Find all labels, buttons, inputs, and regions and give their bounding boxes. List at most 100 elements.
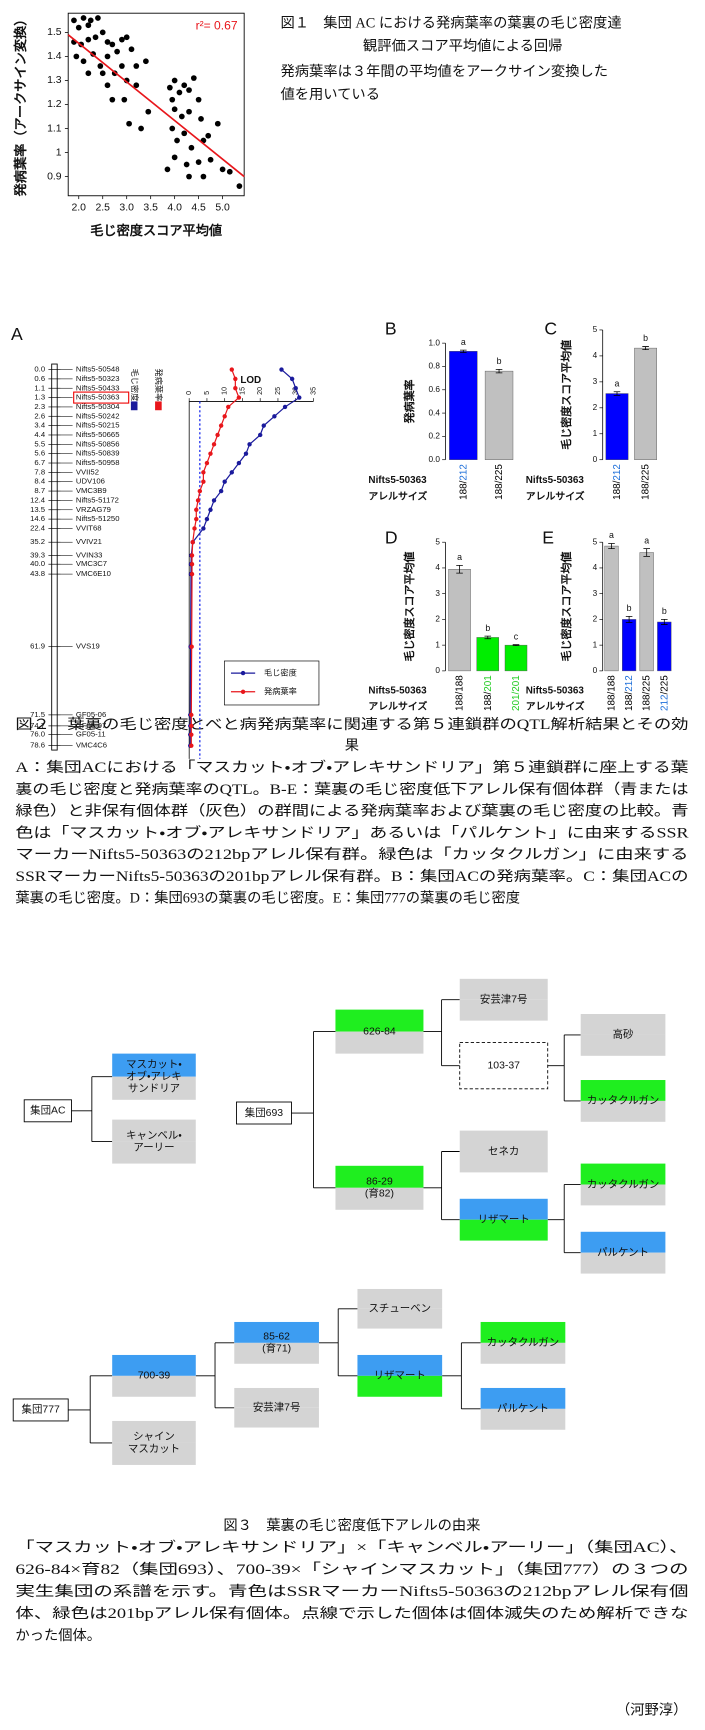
bar	[622, 619, 637, 672]
lod-point	[201, 470, 206, 475]
lod-point	[208, 507, 213, 512]
y-axis-label: 発病葉率	[402, 379, 416, 424]
legend-label: 毛じ密度	[130, 368, 140, 401]
lod-point	[194, 516, 199, 522]
pedigree-node-bottom	[580, 1184, 666, 1206]
pedigree-label: 安芸津7号	[253, 1401, 301, 1414]
lod-point	[222, 479, 227, 484]
marker-position: 76.0	[30, 730, 45, 739]
marker-name: VVIT68	[76, 523, 102, 532]
caption-line: 葉裏の毛じ密度。D：集団693の葉裏の毛じ密度。E：集団777の葉裏の毛じ密度	[15, 890, 520, 907]
author: （河野淳）	[616, 1702, 687, 1719]
point	[200, 173, 207, 180]
lod-point	[222, 414, 227, 419]
significance-letter: b	[485, 623, 490, 633]
point	[85, 22, 92, 29]
point	[171, 106, 178, 113]
point	[119, 63, 125, 69]
y-tick-label: 5	[593, 537, 598, 546]
pedigree-label: セネカ	[488, 1145, 519, 1157]
fit-label: r²= 0.67	[196, 19, 238, 33]
y-tick-label: 1	[593, 640, 598, 649]
marker-position: 8.7	[34, 486, 45, 495]
lod-point	[192, 526, 197, 531]
y-tick-label: 1.3	[47, 75, 62, 86]
x-tick-label-part: 188/	[612, 480, 623, 499]
point	[181, 82, 188, 89]
panel-label: E	[542, 528, 554, 548]
pedigree-label: マスカット・	[126, 1058, 182, 1070]
y-tick-label: 0.6	[428, 385, 440, 394]
x-tick-label: 4.0	[167, 203, 182, 214]
pedigree-node-bottom	[459, 1151, 548, 1173]
pedigree-label: シャイン	[133, 1432, 175, 1443]
x-tick-label: 2.5	[95, 203, 110, 214]
marker-position: 8.4	[34, 477, 45, 486]
x-tick-label-part: 201	[482, 675, 493, 692]
pedigree-label: アーリー	[133, 1142, 174, 1153]
point	[85, 36, 92, 43]
lod-title: LOD	[240, 375, 261, 386]
x-tick-label: 188/212	[624, 675, 635, 711]
point	[92, 34, 99, 41]
caption-title: 観評価スコア平均値による回帰	[363, 37, 563, 55]
legend-point	[240, 670, 246, 676]
pedigree-node-top	[234, 1387, 319, 1408]
bar	[504, 644, 528, 672]
pedigree-node-top	[112, 1119, 196, 1142]
point	[138, 125, 144, 132]
point	[205, 132, 212, 139]
marker-position: 35.2	[30, 537, 45, 546]
lod-point	[201, 479, 206, 484]
significance-letter: a	[644, 535, 649, 545]
point	[75, 24, 82, 31]
marker-position: 12.4	[30, 495, 46, 504]
pedigree-node-bottom	[480, 1342, 566, 1364]
x-tick-label-part: 188/	[458, 480, 469, 499]
lod-point	[247, 442, 252, 447]
pedigree-label: 103-37	[487, 1060, 520, 1071]
lod-point	[293, 386, 298, 391]
pedigree-node-top	[112, 1053, 196, 1077]
point	[126, 120, 132, 127]
point	[145, 108, 152, 115]
y-tick-label: 2	[435, 615, 440, 624]
pedigree-node-bottom	[112, 1442, 196, 1465]
bar	[448, 569, 471, 672]
x-tick-label: 15	[238, 387, 246, 395]
y-tick-label: 1.1	[47, 123, 62, 134]
marker-position: 22.4	[30, 523, 46, 532]
marker-name: Nifts5-51172	[76, 495, 119, 504]
marker-name: VMC4C6	[76, 741, 107, 750]
caption-line: 裏の毛じ密度と発病葉率のQTL。B-E：葉裏の毛じ密度低下アレル保有個体群（青ま…	[15, 781, 688, 798]
point	[198, 116, 204, 122]
pedigree-node-top	[335, 1165, 424, 1188]
pedigree-label: 集団777	[22, 1403, 60, 1416]
point	[104, 82, 111, 89]
panel-label: C	[544, 319, 557, 339]
marker-name: Nifts5-50856	[76, 439, 120, 448]
pedigree-node-bottom	[112, 1141, 196, 1164]
significance-letter: b	[643, 333, 648, 343]
y-axis-label: 発病葉率（アークサイン変換）	[12, 13, 28, 198]
pedigree-node-bottom	[580, 1034, 666, 1056]
lod-point	[279, 367, 284, 372]
point	[195, 96, 202, 103]
lod-point	[204, 460, 210, 466]
marker-name: VMC3B9	[76, 486, 107, 495]
point	[87, 17, 94, 24]
error-bar	[660, 619, 668, 625]
y-tick-label: 0.9	[47, 171, 62, 182]
y-tick-label: 0.2	[428, 432, 440, 441]
marker-name: VVII52	[76, 467, 99, 476]
plot-frame	[67, 12, 245, 197]
lod-point	[233, 376, 238, 382]
marker-name: Nifts5-50958	[76, 458, 120, 467]
point	[219, 166, 226, 173]
point	[143, 58, 149, 65]
pedigree-node-bottom	[459, 999, 548, 1021]
pedigree-node-top	[580, 1014, 666, 1035]
marker-position: 61.9	[30, 642, 45, 651]
lod-point	[208, 451, 213, 456]
panel-label: A	[11, 324, 23, 344]
